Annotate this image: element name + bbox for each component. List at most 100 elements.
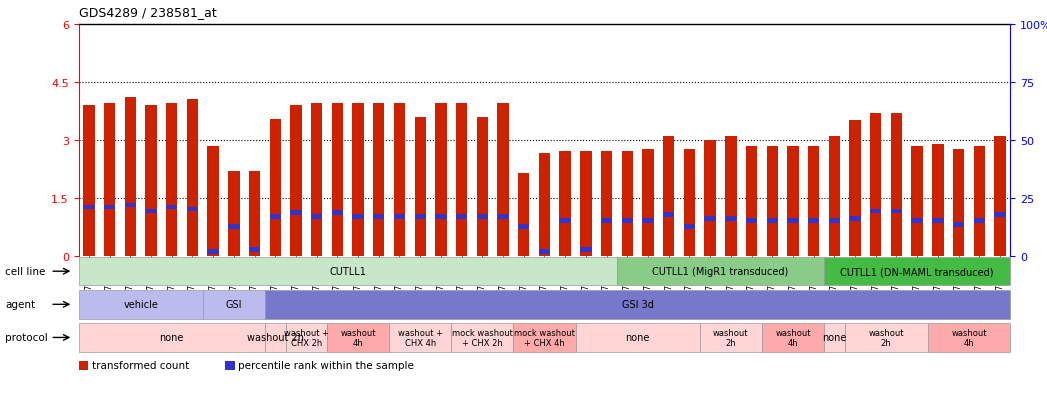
Bar [824, 323, 845, 352]
Bar [932, 218, 943, 223]
Bar [269, 215, 281, 219]
Bar [559, 152, 571, 256]
Bar [415, 117, 426, 256]
Bar [845, 323, 928, 352]
Bar [912, 218, 922, 223]
Text: CUTLL1: CUTLL1 [330, 266, 366, 277]
Bar [518, 173, 530, 256]
Bar [726, 217, 736, 221]
Bar [580, 152, 592, 256]
Bar [663, 213, 674, 218]
Bar [705, 217, 716, 221]
Bar [104, 104, 115, 256]
Bar [705, 140, 716, 256]
Bar [249, 171, 261, 256]
Bar [79, 290, 203, 319]
Bar [622, 152, 633, 256]
Bar [766, 218, 778, 223]
Bar [497, 215, 509, 219]
Bar [146, 209, 157, 214]
Bar [104, 205, 115, 210]
Bar [79, 257, 617, 286]
Bar [642, 150, 653, 256]
Bar [79, 361, 88, 370]
Bar [455, 104, 467, 256]
Text: none: none [159, 332, 184, 343]
Bar [415, 215, 426, 219]
Text: washout
4h: washout 4h [775, 328, 810, 347]
Bar [311, 104, 322, 256]
Text: none: none [822, 332, 847, 343]
Bar [290, 211, 302, 216]
Bar [642, 218, 653, 223]
Text: mock washout
+ CHX 4h: mock washout + CHX 4h [514, 328, 575, 347]
Bar [870, 114, 882, 256]
Bar [311, 215, 322, 219]
Bar [953, 223, 964, 227]
Bar [125, 203, 136, 208]
Bar [513, 323, 576, 352]
Bar [125, 98, 136, 256]
Bar [932, 144, 943, 256]
Bar [663, 137, 674, 256]
Bar [808, 218, 820, 223]
Bar [891, 114, 903, 256]
Text: GDS4289 / 238581_at: GDS4289 / 238581_at [79, 6, 217, 19]
Bar [766, 146, 778, 256]
Bar [166, 104, 177, 256]
Text: washout
2h: washout 2h [868, 328, 904, 347]
Bar [580, 247, 592, 252]
Bar [928, 323, 1010, 352]
Text: washout
4h: washout 4h [951, 328, 986, 347]
Text: washout 2h: washout 2h [247, 332, 304, 343]
Bar [373, 104, 384, 256]
Bar [870, 209, 882, 214]
Bar [974, 146, 985, 256]
Bar [249, 247, 261, 252]
Text: CUTLL1 (DN-MAML transduced): CUTLL1 (DN-MAML transduced) [841, 266, 994, 277]
Bar [726, 137, 736, 256]
Bar [436, 215, 447, 219]
Text: washout
4h: washout 4h [340, 328, 376, 347]
Bar [476, 215, 488, 219]
Bar [539, 249, 550, 254]
Bar [332, 104, 343, 256]
Bar [745, 218, 757, 223]
Bar [849, 121, 861, 256]
Bar [476, 117, 488, 256]
Text: percentile rank within the sample: percentile rank within the sample [238, 361, 414, 370]
Text: GSI: GSI [225, 299, 242, 310]
Bar [617, 257, 824, 286]
Bar [203, 290, 265, 319]
Bar [166, 205, 177, 210]
Bar [808, 146, 820, 256]
Bar [828, 218, 840, 223]
Bar [353, 104, 363, 256]
Bar [146, 106, 157, 256]
Bar [622, 218, 633, 223]
Text: protocol: protocol [5, 332, 48, 343]
Bar [762, 323, 824, 352]
Bar [745, 146, 757, 256]
Text: cell line: cell line [5, 266, 46, 277]
Bar [518, 224, 530, 229]
Bar [995, 213, 1006, 218]
Bar [995, 137, 1006, 256]
Bar [455, 215, 467, 219]
Text: washout +
CHX 4h: washout + CHX 4h [398, 328, 443, 347]
Text: GSI 3d: GSI 3d [622, 299, 653, 310]
Bar [186, 100, 198, 256]
Text: vehicle: vehicle [124, 299, 158, 310]
Bar [286, 323, 327, 352]
Bar [290, 106, 302, 256]
Bar [83, 106, 94, 256]
Text: washout
2h: washout 2h [713, 328, 749, 347]
Bar [601, 218, 612, 223]
Bar [912, 146, 922, 256]
Bar [373, 215, 384, 219]
Bar [451, 323, 513, 352]
Text: agent: agent [5, 299, 36, 310]
Bar [849, 217, 861, 221]
Bar [207, 250, 219, 254]
Text: none: none [625, 332, 650, 343]
